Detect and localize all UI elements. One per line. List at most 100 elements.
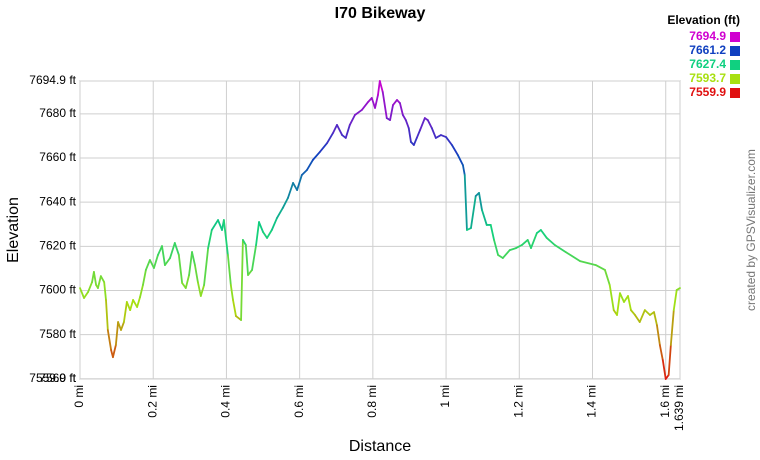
elevation-segment — [296, 174, 303, 191]
elevation-segment — [440, 134, 447, 138]
legend-label: 7694.9 — [689, 29, 726, 43]
elevation-segment — [656, 324, 661, 346]
y-tick-label: 7600 ft — [39, 283, 76, 297]
elevation-segment — [184, 274, 190, 289]
elevation-segment — [463, 174, 468, 231]
elevation-segment — [191, 251, 196, 266]
x-tick-label: 1 mi — [438, 385, 452, 408]
elevation-segment — [508, 247, 517, 251]
elevation-segment — [105, 299, 109, 331]
elevation-segment — [604, 269, 611, 286]
elevation-segment — [539, 229, 548, 239]
elevation-segment — [120, 321, 125, 331]
elevation-segment — [462, 164, 466, 176]
elevation-segment — [142, 269, 147, 286]
elevation-segment — [415, 129, 421, 139]
y-axis-label: Elevation — [5, 197, 22, 263]
elevation-segment — [210, 219, 219, 231]
x-tick-label: 0.6 mi — [292, 385, 306, 418]
elevation-segment — [520, 239, 529, 246]
elevation-segment — [169, 242, 176, 259]
elevation-segment — [326, 132, 334, 144]
elevation-segment — [232, 299, 237, 317]
elevation-segment — [173, 242, 180, 256]
elevation-segment — [217, 219, 223, 231]
legend-label: 7627.4 — [689, 57, 726, 71]
elevation-segment — [643, 309, 651, 316]
elevation-segment — [634, 314, 641, 323]
y-tick-label: 7559.9 ft — [29, 371, 76, 385]
elevation-segment — [478, 192, 483, 211]
elevation-segment — [164, 257, 171, 266]
elevation-segment — [79, 287, 85, 299]
elevation-segment — [619, 292, 625, 303]
elevation-segment — [139, 284, 144, 299]
legend-label: 7559.9 — [689, 85, 726, 99]
elevation-segment — [667, 344, 672, 376]
x-tick-label: 0.4 mi — [219, 385, 233, 418]
elevation-segment — [207, 229, 213, 250]
elevation-segment — [149, 259, 155, 269]
elevation-segment — [374, 94, 379, 109]
elevation-segment — [426, 119, 433, 129]
elevation-segment — [177, 254, 184, 284]
elevation-segment — [93, 271, 98, 286]
elevation-segment — [434, 134, 442, 139]
elevation-segment — [378, 80, 384, 93]
x-tick-label: 1.639 mi — [672, 385, 686, 431]
elevation-segment — [123, 301, 128, 323]
elevation-segment — [129, 299, 134, 312]
elevation-segment — [412, 137, 418, 146]
elevation-segment — [616, 292, 621, 316]
elevation-segment — [196, 281, 202, 297]
elevation-segment — [203, 247, 210, 286]
y-tick-label: 7560 ft — [39, 371, 76, 385]
elevation-segment — [318, 142, 329, 153]
elevation-segment — [627, 295, 632, 312]
elevation-segment — [564, 251, 581, 263]
elevation-segment — [608, 284, 615, 312]
credit: created by GPSVisualizer.com — [744, 149, 758, 311]
legend-swatch — [730, 32, 740, 42]
elevation-segment — [407, 127, 412, 143]
y-tick-label: 7620 ft — [39, 239, 76, 253]
x-tick-label: 0.2 mi — [145, 385, 159, 418]
elevation-segment — [501, 249, 511, 259]
elevation-segment — [242, 239, 247, 246]
y-tick-label: 7580 ft — [39, 327, 76, 341]
elevation-segment — [675, 287, 681, 291]
elevation-segment — [497, 254, 504, 259]
elevation-segment — [354, 109, 363, 116]
legend-label: 7593.7 — [689, 71, 726, 85]
elevation-segment — [222, 219, 229, 256]
legend-swatch — [730, 88, 740, 98]
x-tick-label: 1.2 mi — [511, 385, 525, 418]
elevation-segment — [117, 321, 122, 331]
chart-title: I70 Bikeway — [335, 5, 426, 22]
elevation-segment — [292, 182, 298, 191]
elevation-segment — [515, 244, 523, 250]
elevation-segment — [630, 309, 636, 316]
elevation-segment — [287, 182, 294, 199]
x-axis-label: Distance — [349, 438, 411, 455]
elevation-segment — [106, 329, 113, 351]
elevation-segment — [114, 321, 119, 346]
elevation-segment — [669, 309, 675, 346]
elevation-segment — [553, 244, 567, 253]
elevation-segment — [344, 124, 351, 139]
elevation-segment — [360, 101, 370, 111]
elevation-segment — [251, 244, 257, 271]
elevation-segment — [255, 221, 260, 246]
elevation-segment — [389, 104, 394, 121]
elevation-segment — [194, 264, 199, 283]
plot-area — [79, 80, 681, 380]
elevation-segment — [244, 244, 249, 276]
elevation-segment — [247, 269, 253, 276]
legend-label: 7661.2 — [689, 43, 726, 57]
legend-swatch — [730, 60, 740, 70]
elevation-segment — [103, 281, 107, 301]
elevation-segment — [300, 169, 308, 176]
elevation-segment — [638, 309, 646, 323]
x-tick-label: 1.6 mi — [658, 385, 672, 418]
